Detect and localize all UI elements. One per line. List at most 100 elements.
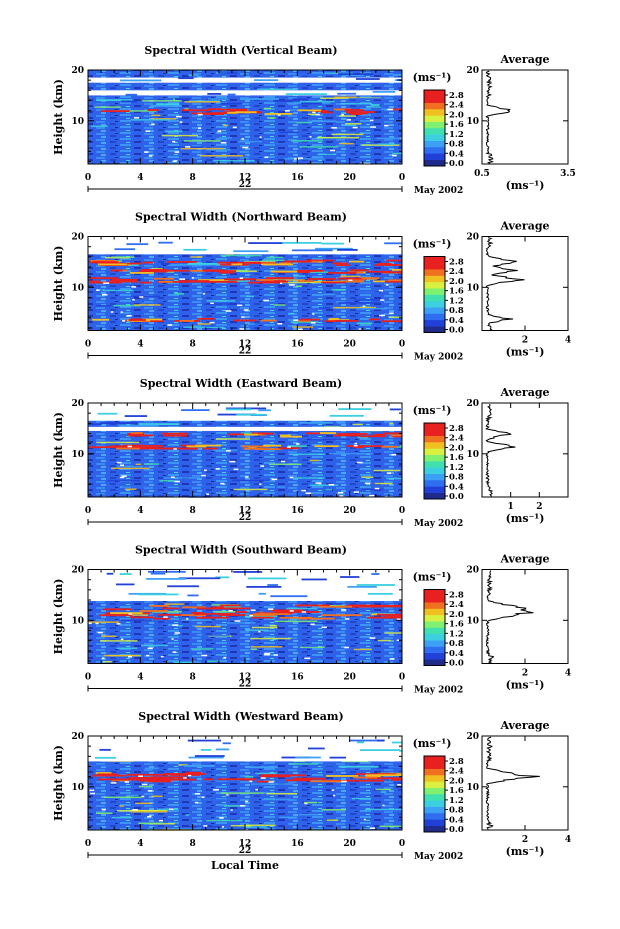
x-tick-label: 4 xyxy=(137,839,143,849)
heatmap-cell xyxy=(245,826,268,828)
colorbar-swatch xyxy=(424,480,445,487)
x-tick-label: 0 xyxy=(85,173,91,183)
heatmap-cell xyxy=(159,436,172,439)
heatmap-cell xyxy=(329,453,373,455)
heatmap-cell xyxy=(224,278,244,281)
heatmap-cell xyxy=(239,278,256,281)
heatmap-cell xyxy=(250,648,257,650)
colorbar-tick-label: 2.8 xyxy=(449,757,464,767)
heatmap-cell xyxy=(248,262,276,265)
no-data-speck xyxy=(145,130,150,132)
heatmap-cell xyxy=(356,291,380,294)
heatmap-cell xyxy=(275,439,280,441)
month-label: May 2002 xyxy=(414,686,463,696)
x-tick-label: 20 xyxy=(343,673,356,683)
heatmap-cell xyxy=(352,446,364,449)
colorbar-frame xyxy=(423,89,446,167)
heatmap-cell xyxy=(101,635,117,638)
heatmap-cell xyxy=(320,111,333,114)
heatmap-cell xyxy=(286,607,318,610)
profile-curve xyxy=(485,237,525,331)
no-data-speck xyxy=(396,639,399,641)
colorbar-swatch xyxy=(424,102,445,110)
heatmap-cell xyxy=(203,798,233,801)
no-data-speck xyxy=(167,324,173,326)
heatmap-cell xyxy=(294,477,325,479)
heatmap-cell xyxy=(345,123,362,125)
heatmap-cell xyxy=(96,441,140,444)
heatmap-cell xyxy=(364,445,383,448)
heatmap-cell xyxy=(163,269,189,272)
heatmap-cell xyxy=(189,825,226,828)
colorbar-tick-label: 0.0 xyxy=(449,825,464,835)
heatmap-cell xyxy=(88,446,117,449)
no-data-speck xyxy=(132,298,135,301)
heatmap-cell xyxy=(266,277,294,279)
x-tick-label: 20 xyxy=(343,173,356,183)
colorbar-swatch xyxy=(424,589,445,597)
heatmap-cell xyxy=(161,134,198,137)
colorbar-swatch xyxy=(424,275,445,283)
heatmap-cell xyxy=(103,654,139,657)
no-data-speck xyxy=(183,777,187,779)
heatmap-cell xyxy=(97,412,118,415)
profile-x-tick-label: 4 xyxy=(565,835,571,845)
no-data-speck xyxy=(121,475,127,477)
heatmap-cell xyxy=(191,612,203,614)
no-data-speck xyxy=(172,160,177,162)
no-data-speck xyxy=(102,294,108,296)
no-data-speck xyxy=(110,311,114,313)
heatmap-cell xyxy=(326,257,357,259)
no-data-speck xyxy=(259,136,262,138)
no-data-speck xyxy=(133,117,140,119)
heatmap-cell xyxy=(332,262,347,265)
heatmap-cell xyxy=(354,299,384,301)
heatmap-cell xyxy=(246,585,282,588)
colorbar-tick-label: 0.0 xyxy=(449,492,464,502)
heatmap-cell xyxy=(190,256,203,258)
heatmap-cell xyxy=(379,825,402,828)
heatmap-cell xyxy=(353,776,378,779)
heatmap-cell xyxy=(384,280,402,283)
no-data-speck xyxy=(219,817,224,819)
no-data-speck xyxy=(381,314,385,317)
heatmap-cell xyxy=(259,775,291,778)
heatmap-cell xyxy=(160,263,170,265)
heatmap-cell xyxy=(126,794,139,797)
heatmap-cell xyxy=(116,583,135,586)
colorbar-swatch xyxy=(424,492,445,500)
heatmap-cell xyxy=(280,435,302,438)
heatmap-cell xyxy=(262,259,285,262)
heatmap-cell xyxy=(367,777,402,780)
heatmap-cell xyxy=(212,449,238,451)
x-tick-label: 0 xyxy=(399,340,405,350)
heatmap-cell xyxy=(217,261,238,264)
heatmap-cell xyxy=(257,88,295,90)
heatmap-cell xyxy=(247,766,278,769)
heatmap-cell xyxy=(109,774,143,777)
heatmap-cell xyxy=(130,434,143,437)
colorbar-tick-label: 0.8 xyxy=(449,806,464,816)
colorbar-tick-label: 0.4 xyxy=(449,149,464,159)
colorbar-swatch xyxy=(424,256,445,264)
y-tick-label: 10 xyxy=(71,117,84,127)
no-data-speck xyxy=(160,655,164,658)
heatmap-cell xyxy=(151,795,163,798)
heatmap-cell xyxy=(207,93,222,95)
heatmap-cell xyxy=(306,259,335,262)
no-data-speck xyxy=(242,146,249,149)
heatmap-cell xyxy=(258,409,271,412)
heatmap-cell xyxy=(93,103,109,106)
no-data-speck xyxy=(339,495,344,497)
heatmap-cell xyxy=(296,121,313,124)
heatmap-cell xyxy=(142,318,162,321)
no-data-speck xyxy=(380,299,385,301)
heatmap-cell xyxy=(392,741,402,744)
no-data-speck xyxy=(382,804,385,807)
heatmap-cell xyxy=(187,594,199,597)
heatmap-cell xyxy=(256,780,273,783)
colorbar-swatch xyxy=(424,781,445,788)
panel-title: Spectral Width (Northward Beam) xyxy=(135,211,347,224)
colorbar-tick-label: 1.2 xyxy=(449,296,464,306)
heatmap-cell xyxy=(400,137,402,139)
